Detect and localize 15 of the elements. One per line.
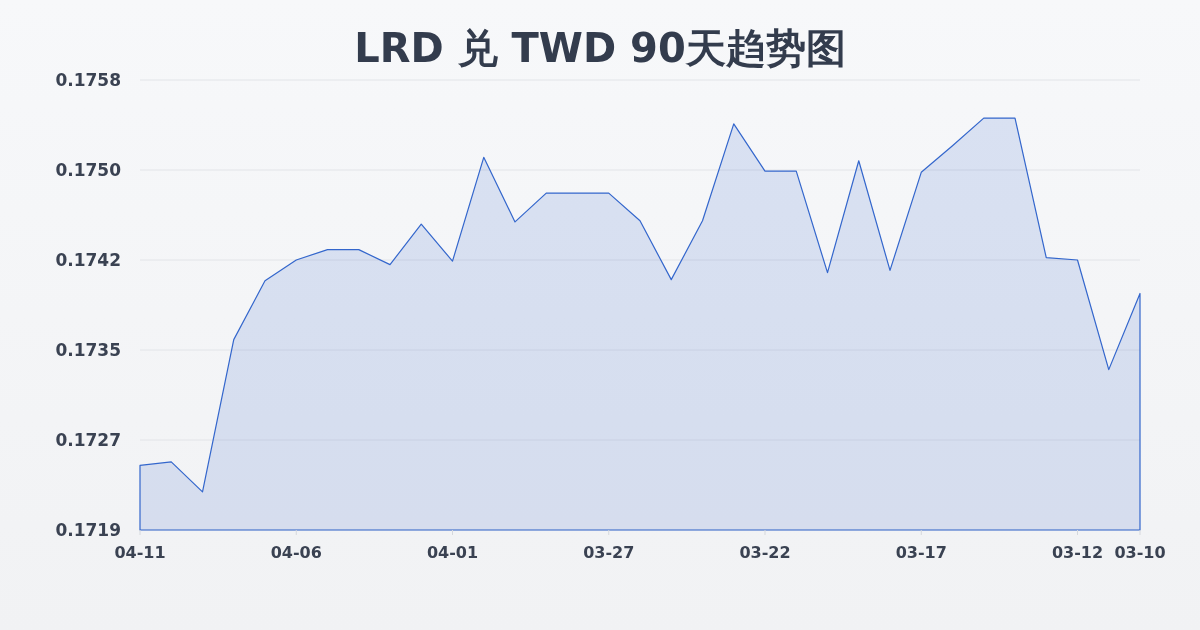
y-tick-label: 0.1727: [55, 430, 121, 450]
x-tick-label: 04-01: [426, 543, 479, 562]
x-tick-label: 03-17: [895, 543, 947, 562]
y-tick-label: 0.1750: [55, 160, 122, 180]
y-tick-label: 0.1735: [55, 340, 121, 360]
x-tick-label: 04-11: [114, 543, 166, 562]
y-tick-label: 0.1758: [55, 70, 121, 90]
chart-title: LRD 兑 TWD 90天趋势图: [354, 25, 846, 71]
x-tick-label: 04-06: [270, 543, 322, 562]
x-tick-label: 03-12: [1051, 543, 1104, 562]
y-tick-label: 0.1719: [55, 520, 121, 540]
x-tick-label: 03-27: [583, 543, 635, 562]
y-tick-label: 0.1742: [55, 250, 121, 270]
x-tick-label: 03-10: [1114, 543, 1166, 562]
x-tick-label: 03-22: [739, 543, 791, 562]
